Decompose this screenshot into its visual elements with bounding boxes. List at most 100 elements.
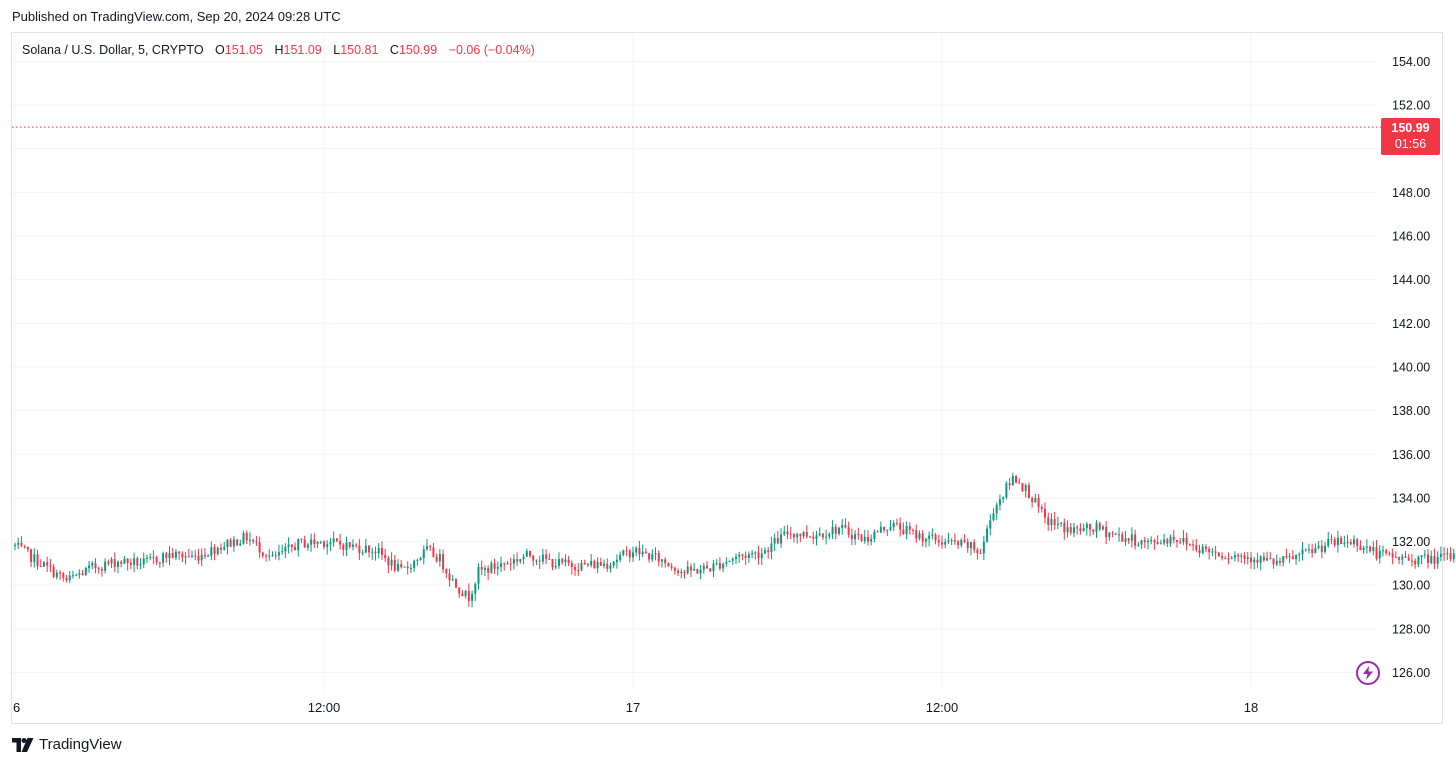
candle-body bbox=[46, 562, 49, 566]
candle-body bbox=[1433, 556, 1436, 564]
candle-body bbox=[532, 555, 535, 561]
lightning-icon[interactable] bbox=[1356, 661, 1380, 685]
candle-body bbox=[866, 537, 869, 542]
candle-body bbox=[191, 555, 194, 557]
candle-body bbox=[1446, 553, 1449, 555]
candle-body bbox=[1330, 539, 1333, 541]
low-value: 150.81 bbox=[340, 43, 379, 57]
candle-body bbox=[323, 541, 325, 547]
candle-body bbox=[638, 548, 641, 555]
candle-body bbox=[928, 535, 931, 539]
candle-body bbox=[538, 560, 541, 562]
candle-body bbox=[1353, 539, 1355, 545]
price-tick-label: 140.00 bbox=[1392, 360, 1430, 374]
candle-body bbox=[71, 575, 74, 577]
candle-body bbox=[81, 573, 84, 575]
candle-body bbox=[1015, 476, 1018, 483]
candle-body bbox=[609, 565, 612, 569]
candle-body bbox=[454, 579, 457, 588]
candle-body bbox=[789, 534, 792, 536]
candle-body bbox=[252, 539, 255, 542]
candle-body bbox=[149, 556, 152, 558]
candle-body bbox=[403, 566, 406, 568]
candle-body bbox=[1298, 554, 1301, 556]
candle-body bbox=[284, 546, 287, 552]
candle-body bbox=[294, 547, 297, 551]
price-tick-label: 128.00 bbox=[1392, 622, 1430, 636]
candle-body bbox=[654, 553, 657, 555]
price-tick-label: 136.00 bbox=[1392, 448, 1430, 462]
candle-body bbox=[1172, 536, 1175, 541]
candle-body bbox=[818, 533, 821, 536]
candle-body bbox=[995, 504, 998, 514]
candle-body bbox=[91, 563, 94, 566]
candle-body bbox=[561, 559, 564, 563]
candle-body bbox=[413, 560, 416, 569]
grid-lines bbox=[12, 33, 1377, 690]
candle-body bbox=[960, 539, 963, 546]
candle-body bbox=[902, 529, 905, 535]
candle-body bbox=[786, 531, 789, 535]
candle-body bbox=[1375, 547, 1378, 559]
price-tick-label: 132.00 bbox=[1392, 535, 1430, 549]
candle-body bbox=[870, 539, 873, 542]
candle-body bbox=[1343, 542, 1346, 544]
candle-body bbox=[265, 555, 268, 557]
candle-body bbox=[1253, 559, 1256, 563]
candle-body bbox=[187, 556, 190, 558]
candle-body bbox=[529, 550, 531, 556]
candle-body bbox=[706, 565, 709, 569]
candle-body bbox=[506, 563, 509, 565]
candle-body bbox=[738, 554, 741, 557]
candle-body bbox=[1031, 498, 1034, 502]
candle-body bbox=[548, 558, 551, 560]
candle-body bbox=[136, 558, 139, 566]
candle-body bbox=[1285, 556, 1288, 558]
candle-body bbox=[126, 558, 129, 563]
candle-body bbox=[648, 553, 651, 560]
candle-body bbox=[709, 568, 712, 572]
candle-body bbox=[223, 546, 226, 550]
candle-body bbox=[464, 590, 467, 597]
candle-body bbox=[1137, 544, 1140, 546]
candle-body bbox=[300, 538, 303, 540]
candle-body bbox=[731, 558, 734, 561]
candle-body bbox=[715, 563, 718, 565]
candle-body bbox=[1378, 550, 1381, 559]
candle-body bbox=[1388, 553, 1391, 555]
candle-body bbox=[838, 528, 840, 534]
candle-body bbox=[216, 547, 219, 554]
high-label: H bbox=[274, 43, 284, 57]
candle-body bbox=[812, 536, 815, 539]
candle-body bbox=[255, 541, 258, 543]
symbol-legend: Solana / U.S. Dollar, 5, CRYPTO O151.05 … bbox=[22, 43, 535, 57]
candle-body bbox=[615, 559, 618, 563]
candle-body bbox=[435, 556, 438, 562]
tradingview-logo: TradingView bbox=[12, 736, 122, 753]
candle-body bbox=[773, 538, 776, 544]
candle-body bbox=[483, 568, 486, 570]
candle-body bbox=[998, 499, 1001, 505]
candle-body bbox=[728, 560, 731, 563]
candle-body bbox=[471, 593, 474, 601]
candle-body bbox=[1027, 485, 1030, 499]
candle-body bbox=[545, 554, 548, 559]
candles bbox=[14, 472, 1455, 608]
candle-body bbox=[603, 563, 606, 566]
candle-body bbox=[226, 539, 229, 547]
candle-body bbox=[1143, 540, 1146, 543]
candle-body bbox=[393, 559, 396, 571]
candle-body bbox=[541, 554, 544, 562]
candle-body bbox=[1040, 506, 1043, 509]
candle-body bbox=[1011, 476, 1014, 486]
candle-body bbox=[1340, 537, 1343, 544]
candle-body bbox=[432, 547, 435, 557]
candle-body bbox=[1256, 559, 1259, 563]
candle-body bbox=[319, 541, 322, 543]
candle-body bbox=[1092, 529, 1095, 532]
candle-body bbox=[271, 555, 274, 557]
candle-body bbox=[744, 555, 747, 558]
candle-body bbox=[493, 563, 496, 569]
candle-body bbox=[377, 547, 380, 554]
